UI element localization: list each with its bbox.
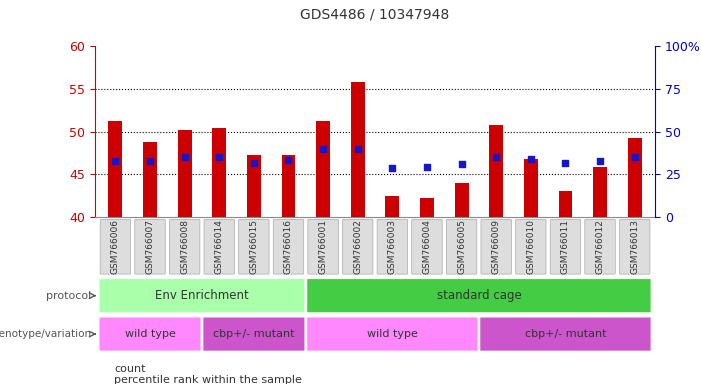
Text: protocol: protocol <box>46 291 91 301</box>
FancyBboxPatch shape <box>135 219 165 274</box>
Text: GSM766002: GSM766002 <box>353 219 362 274</box>
Text: GSM766016: GSM766016 <box>284 219 293 274</box>
Text: GSM766010: GSM766010 <box>526 219 536 274</box>
FancyBboxPatch shape <box>481 219 512 274</box>
Text: standard cage: standard cage <box>437 289 522 302</box>
FancyBboxPatch shape <box>343 219 373 274</box>
Text: GSM766008: GSM766008 <box>180 219 189 274</box>
Point <box>214 154 225 160</box>
FancyBboxPatch shape <box>620 219 650 274</box>
FancyBboxPatch shape <box>238 219 269 274</box>
FancyBboxPatch shape <box>306 278 651 313</box>
Point <box>110 158 121 164</box>
Point <box>387 165 398 171</box>
FancyBboxPatch shape <box>99 278 305 313</box>
FancyBboxPatch shape <box>377 219 407 274</box>
Bar <box>212 128 226 217</box>
Text: wild type: wild type <box>367 329 418 339</box>
Bar <box>282 156 295 217</box>
Bar <box>524 159 538 217</box>
Bar <box>489 125 503 217</box>
Text: GSM766007: GSM766007 <box>146 219 154 274</box>
FancyBboxPatch shape <box>100 219 130 274</box>
Text: GSM766015: GSM766015 <box>250 219 259 274</box>
Bar <box>593 167 607 217</box>
Bar <box>316 121 330 217</box>
Text: GSM766011: GSM766011 <box>561 219 570 274</box>
Text: wild type: wild type <box>125 329 175 339</box>
Bar <box>178 130 191 217</box>
FancyBboxPatch shape <box>515 219 546 274</box>
FancyBboxPatch shape <box>204 219 235 274</box>
Text: GSM766012: GSM766012 <box>596 219 604 274</box>
Text: cbp+/- mutant: cbp+/- mutant <box>213 329 294 339</box>
Text: count: count <box>114 364 146 374</box>
Text: Env Enrichment: Env Enrichment <box>155 289 249 302</box>
Point <box>421 164 433 170</box>
Point <box>318 146 329 152</box>
FancyBboxPatch shape <box>550 219 580 274</box>
Bar <box>350 82 365 217</box>
Bar <box>109 121 123 217</box>
Point <box>144 158 156 164</box>
FancyBboxPatch shape <box>479 317 651 351</box>
Point <box>594 158 606 164</box>
FancyBboxPatch shape <box>99 317 201 351</box>
Bar <box>455 183 468 217</box>
Point <box>283 157 294 163</box>
Text: GSM766009: GSM766009 <box>491 219 501 274</box>
FancyBboxPatch shape <box>203 317 305 351</box>
Text: GSM766006: GSM766006 <box>111 219 120 274</box>
Text: GSM766013: GSM766013 <box>630 219 639 274</box>
Bar <box>247 156 261 217</box>
Point <box>352 146 363 152</box>
Bar <box>559 191 572 217</box>
FancyBboxPatch shape <box>170 219 200 274</box>
Bar <box>386 195 400 217</box>
Text: GSM766005: GSM766005 <box>457 219 466 274</box>
Bar <box>627 137 641 217</box>
Bar <box>420 198 434 217</box>
FancyBboxPatch shape <box>585 219 615 274</box>
FancyBboxPatch shape <box>447 219 477 274</box>
Point <box>456 161 467 167</box>
FancyBboxPatch shape <box>306 317 478 351</box>
Text: GSM766004: GSM766004 <box>423 219 431 274</box>
Point <box>491 154 502 160</box>
Point <box>248 160 259 166</box>
Text: GDS4486 / 10347948: GDS4486 / 10347948 <box>301 7 449 21</box>
FancyBboxPatch shape <box>308 219 339 274</box>
Text: GSM766001: GSM766001 <box>319 219 327 274</box>
Text: cbp+/- mutant: cbp+/- mutant <box>524 329 606 339</box>
Text: GSM766003: GSM766003 <box>388 219 397 274</box>
Text: percentile rank within the sample: percentile rank within the sample <box>114 375 302 384</box>
Text: GSM766014: GSM766014 <box>215 219 224 274</box>
Bar <box>143 142 157 217</box>
FancyBboxPatch shape <box>273 219 304 274</box>
Point <box>525 156 536 162</box>
Point <box>179 154 190 160</box>
FancyBboxPatch shape <box>411 219 442 274</box>
Point <box>560 160 571 166</box>
Text: genotype/variation: genotype/variation <box>0 329 91 339</box>
Point <box>629 154 640 160</box>
